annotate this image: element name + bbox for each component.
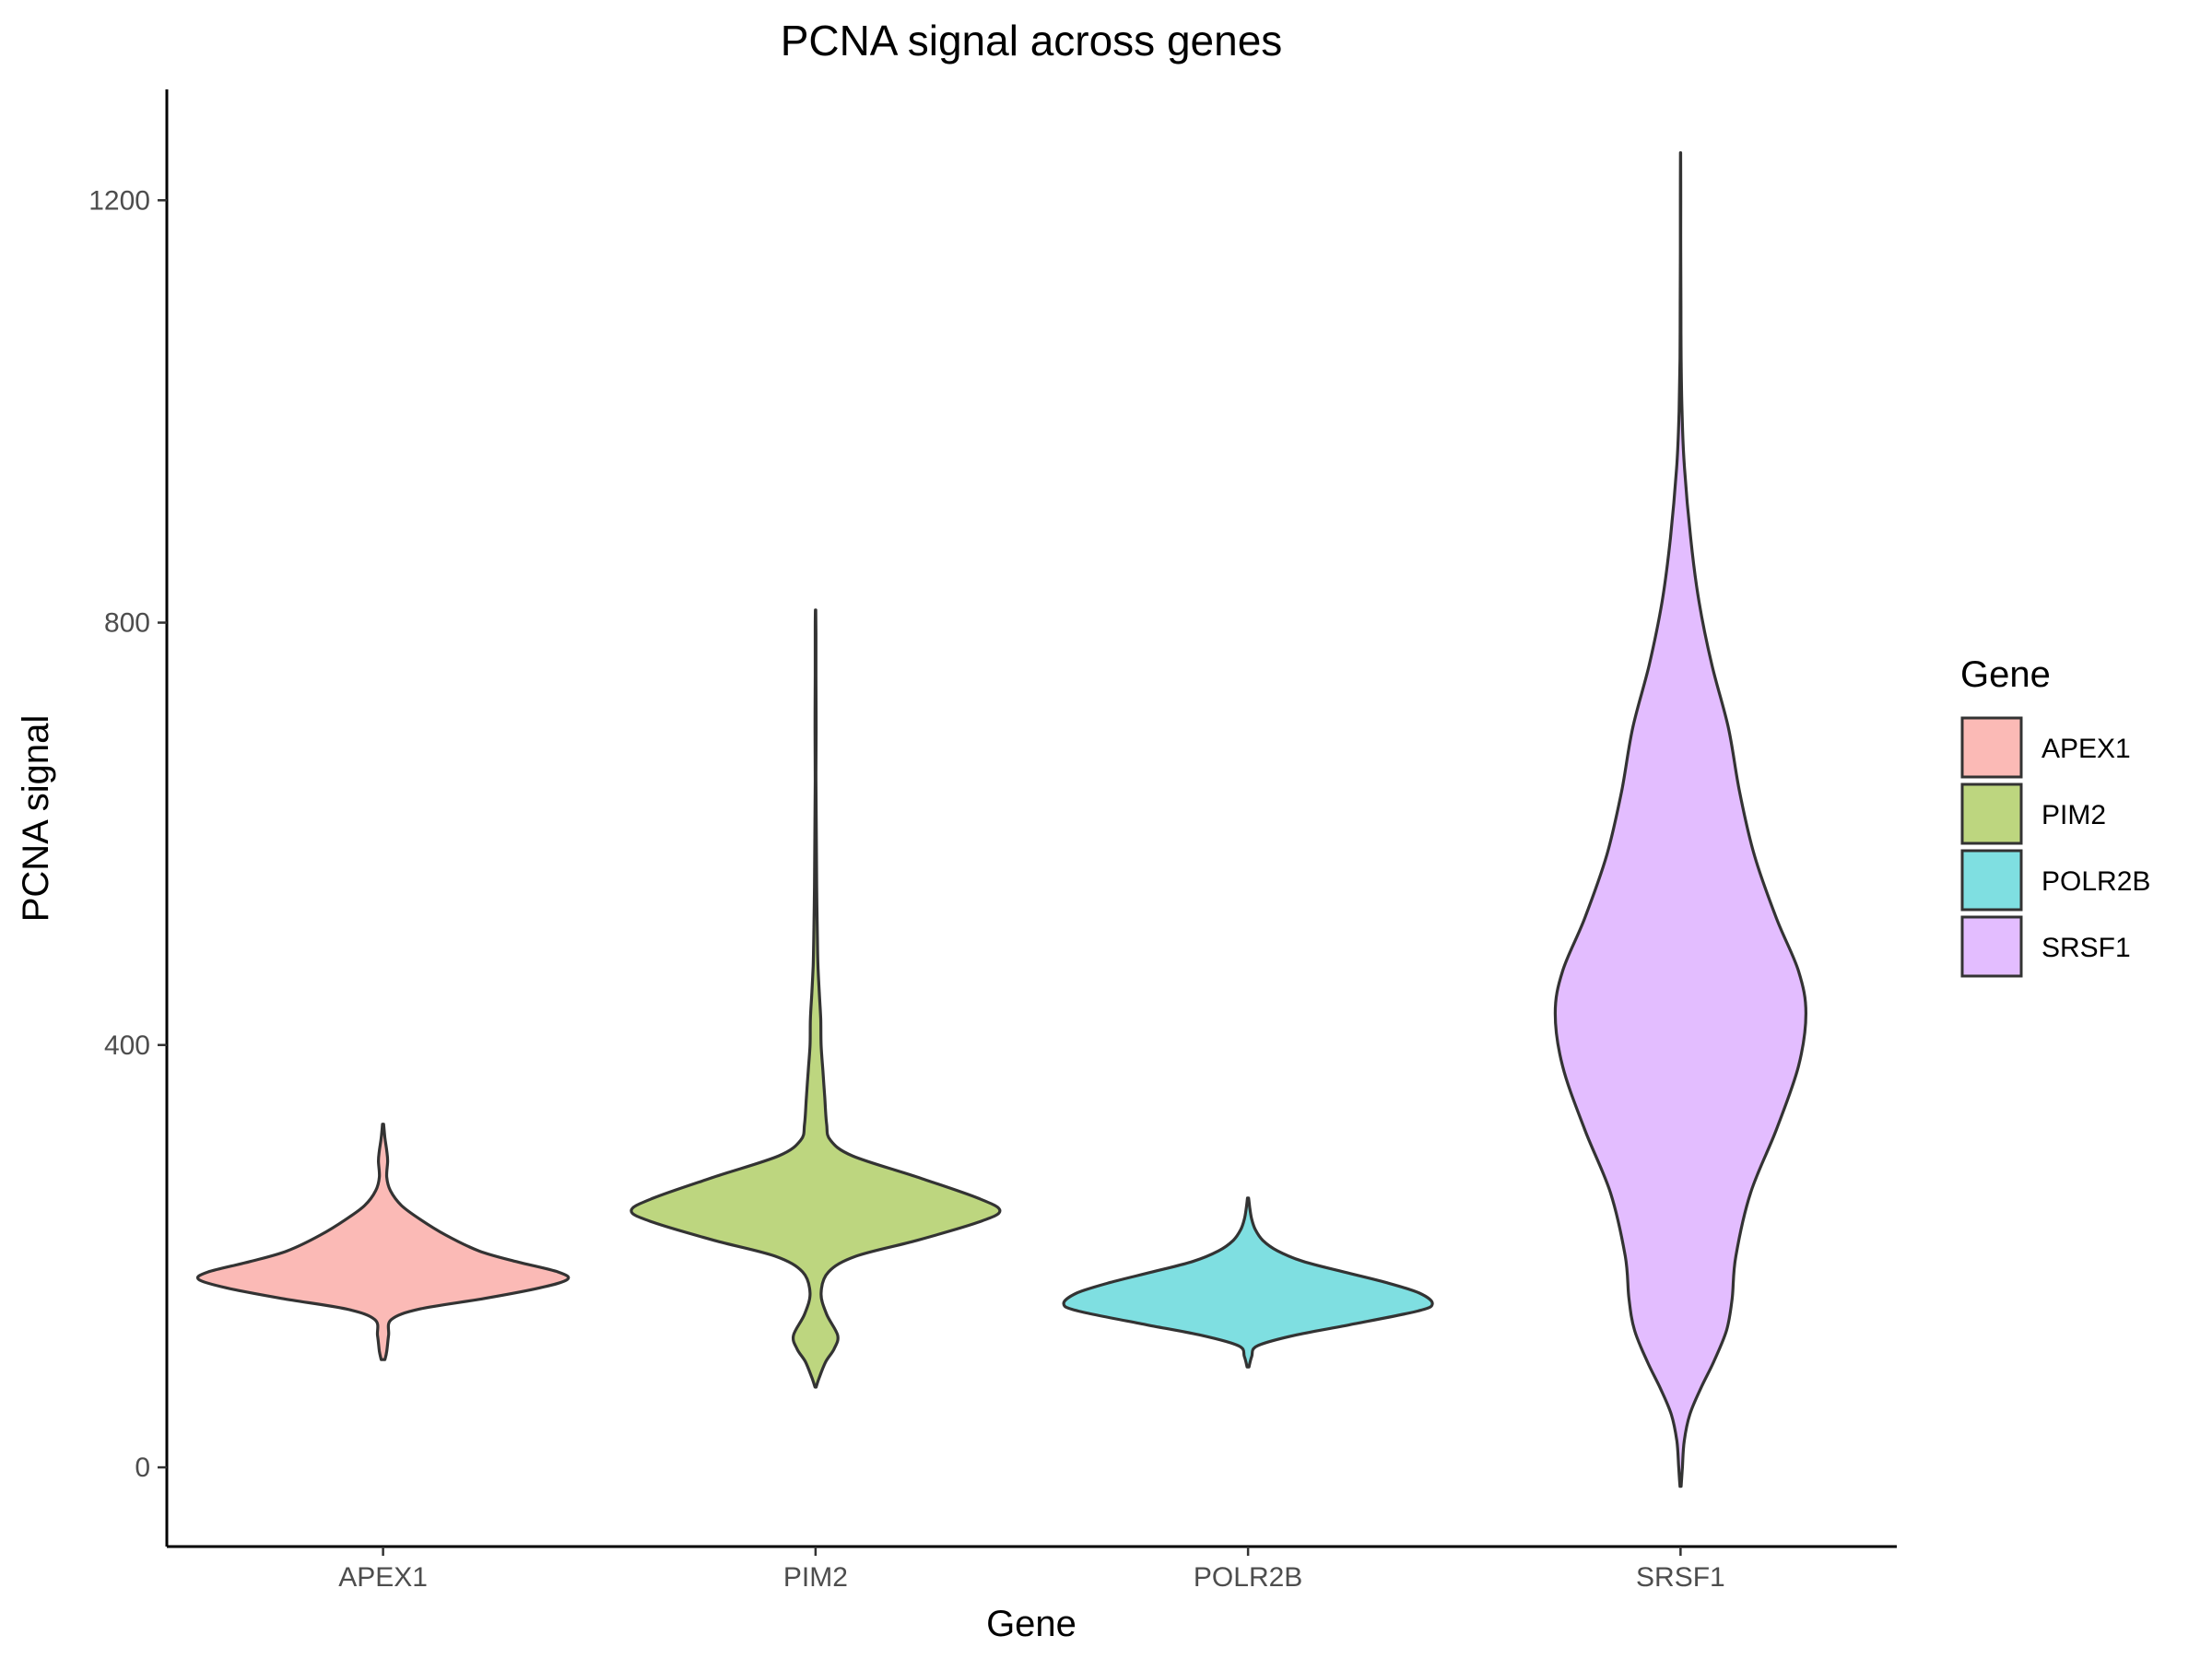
legend-item-pim2: PIM2 [1960, 782, 2106, 845]
legend-key [1960, 849, 2023, 912]
violin-polr2b [1062, 1196, 1434, 1369]
legend-items: APEX1 PIM2 POLR2B SRSF1 [1960, 716, 2150, 978]
y-tick-label: 0 [135, 1453, 150, 1483]
violin-srsf1 [1553, 151, 1807, 1488]
x-tick-label: APEX1 [338, 1562, 428, 1593]
x-tick-label: POLR2B [1194, 1562, 1302, 1593]
legend-key [1960, 716, 2023, 779]
chart-title: PCNA signal across genes [781, 17, 1283, 65]
x-axis-ticks: APEX1 PIM2 POLR2B SRSF1 [338, 1547, 1725, 1593]
legend-label: SRSF1 [2041, 933, 2131, 963]
legend-key [1960, 915, 2023, 978]
legend-item-polr2b: POLR2B [1960, 849, 2150, 912]
y-tick-label: 400 [104, 1030, 150, 1061]
legend-label: POLR2B [2041, 866, 2150, 897]
legend-key [1960, 782, 2023, 845]
plot-area [195, 151, 1807, 1488]
y-tick-label: 1200 [88, 185, 150, 216]
x-tick-label: SRSF1 [1636, 1562, 1725, 1593]
violin-pim2 [629, 608, 1002, 1389]
legend-label: APEX1 [2041, 734, 2131, 764]
violin-apex1 [195, 1123, 571, 1361]
y-axis-title: PCNA signal [16, 715, 56, 923]
legend: Gene APEX1 PIM2 POLR2B SRSF1 [1960, 654, 2150, 978]
legend-item-srsf1: SRSF1 [1960, 915, 2131, 978]
legend-title: Gene [1960, 654, 2051, 695]
x-axis-title: Gene [986, 1604, 1077, 1644]
x-tick-label: PIM2 [783, 1562, 848, 1593]
legend-item-apex1: APEX1 [1960, 716, 2131, 779]
y-tick-label: 800 [104, 608, 150, 639]
legend-label: PIM2 [2041, 800, 2106, 830]
y-axis-ticks: 0 400 800 1200 [88, 185, 167, 1483]
